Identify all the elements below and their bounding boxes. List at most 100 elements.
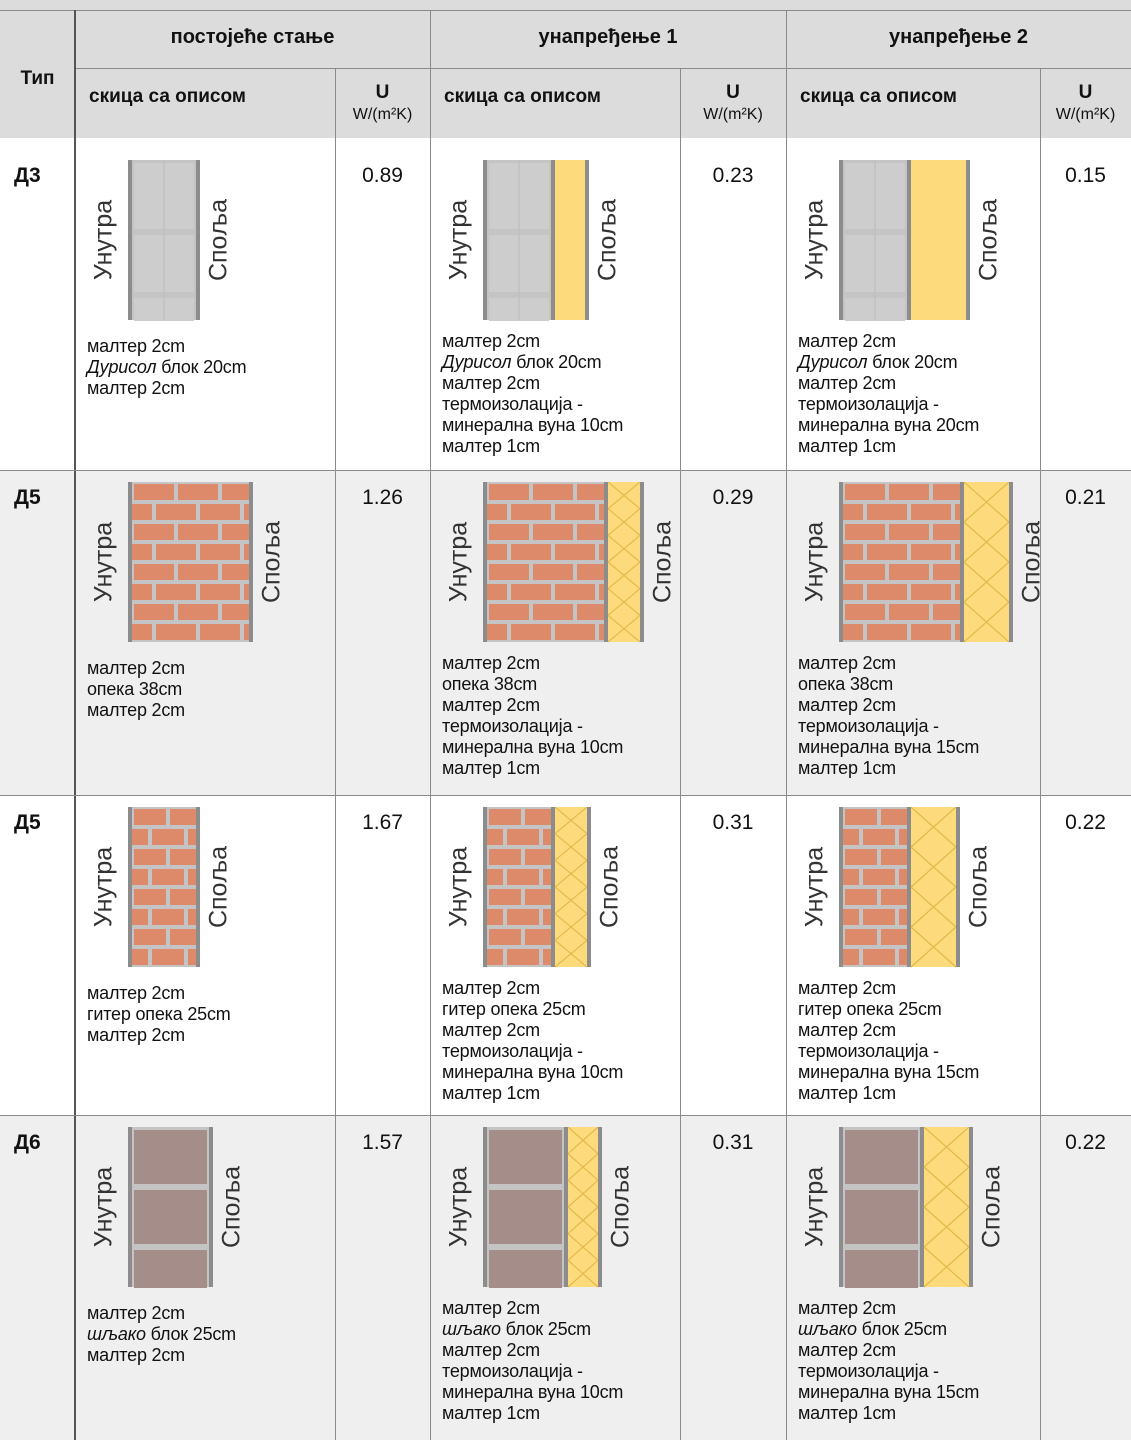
description-line: малтер 2cm: [87, 658, 185, 678]
sketch-part: [200, 544, 240, 560]
material-spec: блок 25cm: [500, 1319, 592, 1339]
type-header: Тип: [20, 68, 55, 89]
rule: [75, 68, 1131, 69]
description: малтер 2cm шљако блок 25cm малтер 2cm термо…: [442, 1298, 623, 1424]
sketch-cell: Унутра Споља малтер 2cm шљако блок 25cm малт…: [75, 1115, 335, 1440]
sketch-part: [923, 1127, 970, 1288]
sketch-part: [525, 889, 551, 905]
description-line: малтер 2cm: [87, 378, 185, 398]
material-name: шљако: [442, 1319, 501, 1339]
sketch-part: [178, 604, 218, 620]
sketch-part: [128, 1127, 132, 1287]
sketch-part: [222, 604, 249, 620]
sketch-part: [911, 624, 951, 640]
description-line: малтер 2cm: [798, 695, 896, 715]
sketch-part: [911, 807, 956, 967]
sketch-label: Унутра: [801, 522, 829, 602]
description: малтер 2cm Дурисол блок 20cm малтер 2cm тер…: [442, 331, 623, 457]
sketch-part: [489, 929, 521, 945]
sketch-part: [555, 544, 595, 560]
sketch-part: [200, 504, 240, 520]
material-spec: блок 25cm: [856, 1319, 948, 1339]
rule: [74, 10, 76, 1440]
sketch-part: [845, 604, 885, 620]
sketch-part: [152, 869, 184, 885]
sketch-part: [483, 160, 487, 320]
sketch-part: [839, 1127, 843, 1287]
sketch-part: [188, 949, 196, 965]
sketch-part: [881, 809, 907, 825]
rule: [0, 1115, 1131, 1116]
description-line: малтер 2cm: [87, 336, 185, 356]
sketch-part: [867, 624, 907, 640]
sketch-part: [845, 809, 877, 825]
sketch-part: [200, 584, 240, 600]
sketch-part: [924, 1127, 969, 1287]
sketch-part: [483, 1127, 487, 1287]
sketch-part: [483, 807, 487, 967]
sketch-part: [1009, 482, 1013, 642]
sketch-part: [881, 929, 907, 945]
description-line: малтер 1cm: [442, 758, 540, 778]
sketch-part: [911, 544, 951, 560]
sketch-part: [555, 624, 595, 640]
sketch-part: [489, 849, 521, 865]
sketch-part: [156, 584, 196, 600]
sketch-part: [955, 544, 960, 560]
sketch-cell: Унутра Споља малтер 2cm Дурисол блок 20cm ма…: [786, 148, 1040, 470]
description-line: гитер опека 25cm: [87, 1004, 231, 1024]
rule: [430, 10, 431, 1440]
sketch-part: [955, 504, 960, 520]
sketch-part: [551, 807, 555, 967]
sketch-part: [843, 829, 859, 845]
sketch-part: [598, 1127, 602, 1287]
sketch-part: [152, 829, 184, 845]
u-value: 0.89: [362, 164, 403, 187]
sketch-cell: Унутра Споља малтер 2cm гитер опека 25cm мал…: [75, 795, 335, 1115]
sketch-part: [554, 807, 588, 968]
sketch-part: [577, 484, 604, 500]
sketch-part: [511, 504, 551, 520]
sketch-part: [599, 504, 604, 520]
sketch-part: [551, 160, 555, 320]
sketch-part: [863, 909, 895, 925]
description-line: шљако блок 25cm: [798, 1319, 979, 1340]
description-line: малтер 2cm: [442, 1020, 540, 1040]
rule: [0, 470, 1131, 471]
description-line: малтер 2cm: [798, 1340, 896, 1360]
sketch-part: [134, 524, 174, 540]
description-line: малтер 1cm: [442, 436, 540, 456]
description-line: малтер 2cm: [87, 983, 185, 1003]
wall-sketch: Унутра Споља: [90, 482, 286, 642]
sketch-part: [845, 929, 877, 945]
description: малтер 2cm шљако блок 25cm малтер 2cm термо…: [798, 1298, 979, 1424]
wall-sketch: Унутра Споља: [445, 1127, 635, 1288]
material-spec: блок 20cm: [511, 352, 602, 372]
description-line: малтер 2cm: [798, 1020, 896, 1040]
sketch-part: [839, 807, 843, 967]
wall-sketch: Унутра Споља: [445, 482, 677, 643]
sketch-part: [881, 889, 907, 905]
description-line: термоизолација -: [442, 394, 583, 414]
description-line: малтер 1cm: [442, 1083, 540, 1103]
sketch-part: [511, 544, 551, 560]
u-value: 1.57: [362, 1131, 403, 1154]
wall-sketch: Унутра Споља: [90, 160, 233, 321]
sketch-part: [863, 829, 895, 845]
u-value: 0.29: [712, 486, 754, 509]
sketch-part: [843, 949, 859, 965]
sketch-part: [188, 869, 196, 885]
sketch-part: [525, 809, 551, 825]
description-line: малтер 2cm: [87, 1345, 185, 1365]
sketch-cell: Унутра Споља малтер 2cm шљако блок 25cm малт…: [786, 1115, 1040, 1440]
sketch-part: [585, 160, 589, 320]
sketch-label: Унутра: [445, 522, 473, 602]
description-line: малтер 2cm: [442, 373, 540, 393]
sketch-part: [128, 482, 132, 642]
description-line: малтер 1cm: [798, 758, 896, 778]
sketch-part: [128, 160, 132, 320]
sketch-part: [881, 849, 907, 865]
sketch-part: [533, 564, 573, 580]
sketch-part: [156, 544, 196, 560]
material-name: Дурисол: [442, 352, 512, 372]
